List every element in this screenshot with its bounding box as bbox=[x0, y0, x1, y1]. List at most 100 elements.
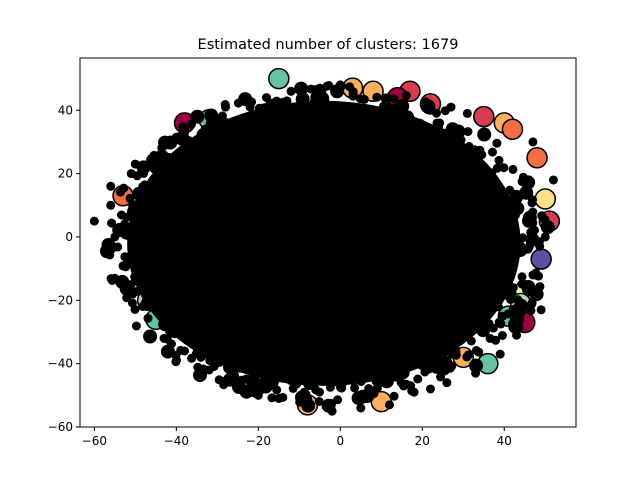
noise-point bbox=[327, 406, 337, 416]
noise-point bbox=[126, 279, 136, 289]
core-point bbox=[521, 175, 536, 190]
noise-point bbox=[143, 313, 153, 323]
core-point bbox=[469, 358, 483, 373]
noise-point bbox=[335, 80, 345, 90]
noise-point bbox=[139, 257, 149, 267]
y-tick-label: 40 bbox=[58, 103, 73, 117]
noise-point bbox=[409, 387, 419, 397]
noise-point bbox=[488, 147, 497, 157]
noise-point bbox=[513, 295, 523, 305]
noise-point bbox=[314, 397, 324, 406]
noise-point bbox=[106, 181, 116, 191]
noise-point bbox=[384, 400, 394, 410]
noise-point bbox=[451, 350, 461, 360]
noise-point bbox=[107, 218, 117, 228]
noise-point bbox=[535, 282, 545, 292]
noise-point bbox=[463, 350, 473, 360]
y-tick-label: 20 bbox=[58, 167, 73, 181]
noise-point bbox=[356, 393, 366, 403]
noise-point bbox=[315, 83, 325, 93]
x-tick-label: 40 bbox=[497, 434, 512, 448]
core-point bbox=[294, 81, 309, 96]
noise-point bbox=[262, 93, 272, 103]
noise-point bbox=[528, 218, 538, 228]
noise-point bbox=[196, 352, 206, 362]
y-tick-label: −20 bbox=[48, 293, 73, 307]
noise-point bbox=[274, 393, 284, 403]
x-tick-label: −40 bbox=[164, 434, 189, 448]
noise-point bbox=[214, 375, 224, 385]
noise-point bbox=[89, 216, 99, 226]
noise-point bbox=[122, 257, 132, 267]
dense-point-cloud bbox=[127, 100, 521, 386]
noise-point bbox=[267, 393, 277, 403]
noise-point bbox=[528, 137, 538, 147]
noise-point bbox=[221, 102, 231, 112]
noise-point bbox=[540, 232, 550, 242]
noise-point bbox=[528, 195, 537, 205]
noise-point bbox=[299, 387, 309, 397]
core-point bbox=[477, 127, 492, 142]
noise-point bbox=[116, 187, 125, 197]
noise-point bbox=[499, 163, 509, 173]
noise-point bbox=[494, 155, 504, 165]
noise-point bbox=[382, 93, 392, 103]
cluster-core-point bbox=[526, 147, 548, 169]
noise-point bbox=[496, 319, 506, 329]
x-tick-label: −60 bbox=[82, 434, 107, 448]
noise-point bbox=[528, 207, 538, 217]
noise-point bbox=[497, 331, 507, 340]
core-point bbox=[190, 109, 205, 124]
noise-point bbox=[324, 81, 334, 90]
noise-point bbox=[471, 368, 481, 378]
noise-point bbox=[508, 304, 518, 314]
cluster-core-point bbox=[473, 105, 495, 128]
noise-point bbox=[401, 91, 411, 101]
noise-point bbox=[106, 274, 116, 284]
noise-point bbox=[530, 225, 539, 235]
cluster-core-point bbox=[534, 188, 557, 210]
noise-point bbox=[303, 394, 313, 404]
noise-point bbox=[420, 367, 430, 377]
noise-point bbox=[102, 238, 112, 248]
core-point bbox=[421, 99, 436, 114]
noise-point bbox=[462, 108, 472, 118]
x-tick-label: 0 bbox=[336, 434, 344, 448]
core-point bbox=[115, 274, 130, 289]
core-point bbox=[508, 319, 523, 334]
noise-point bbox=[180, 127, 190, 137]
noise-point bbox=[350, 383, 360, 393]
noise-point bbox=[389, 391, 399, 401]
x-tick-label: 20 bbox=[415, 434, 430, 448]
noise-point bbox=[442, 378, 452, 388]
noise-point bbox=[523, 244, 533, 254]
noise-point bbox=[369, 389, 379, 398]
noise-point bbox=[536, 305, 546, 315]
noise-point bbox=[537, 211, 547, 221]
y-tick-label: −40 bbox=[48, 357, 73, 371]
noise-point bbox=[526, 306, 536, 316]
y-tick-label: −60 bbox=[48, 420, 73, 434]
noise-point bbox=[230, 371, 240, 381]
noise-point bbox=[151, 153, 161, 163]
noise-point bbox=[512, 330, 522, 340]
noise-point bbox=[471, 346, 481, 355]
noise-point bbox=[506, 294, 516, 304]
noise-point bbox=[548, 175, 558, 185]
noise-point bbox=[508, 164, 518, 174]
noise-point bbox=[528, 270, 538, 280]
noise-point bbox=[359, 94, 369, 104]
noise-point bbox=[492, 138, 502, 148]
noise-point bbox=[253, 390, 263, 400]
cluster-core-point bbox=[268, 67, 290, 90]
noise-point bbox=[345, 82, 355, 92]
noise-point bbox=[425, 384, 435, 394]
noise-point bbox=[488, 323, 498, 333]
noise-point bbox=[295, 397, 305, 407]
noise-point bbox=[106, 200, 116, 210]
noise-point bbox=[517, 272, 527, 282]
noise-point bbox=[172, 355, 181, 365]
noise-point bbox=[245, 102, 255, 112]
cluster-core-point bbox=[530, 248, 552, 270]
